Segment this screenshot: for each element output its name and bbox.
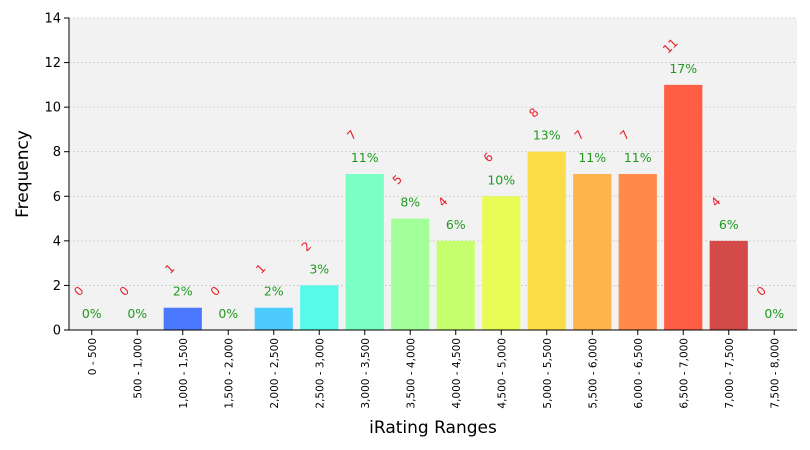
percent-label: 6%: [446, 217, 466, 232]
y-tick-label: 12: [44, 56, 61, 71]
bars: [163, 84, 748, 330]
x-tick-label: 6,500 - 7,000: [678, 338, 690, 409]
x-tick-label: 1,500 - 2,000: [223, 338, 235, 409]
bar: [300, 285, 339, 330]
x-tick-label: 4,500 - 5,000: [496, 338, 508, 409]
bar: [527, 151, 566, 330]
y-tick-label: 2: [53, 279, 61, 294]
y-tick-label: 4: [53, 234, 61, 249]
bar: [436, 240, 475, 330]
bar: [345, 174, 384, 330]
percent-label: 0%: [764, 306, 784, 321]
percent-label: 8%: [400, 195, 420, 210]
y-tick-label: 8: [53, 145, 61, 160]
x-tick-label: 3,000 - 3,500: [360, 338, 372, 409]
percent-label: 2%: [173, 284, 193, 299]
y-tick-label: 10: [44, 101, 61, 116]
percent-label: 0%: [127, 306, 147, 321]
percent-label: 17%: [669, 61, 697, 76]
x-tick-label: 0 - 500: [87, 338, 99, 375]
x-tick-label: 4,000 - 4,500: [451, 338, 463, 409]
x-tick-label: 2,500 - 3,000: [314, 338, 326, 409]
y-axis-ticks: 0 2 4 6 8 10 12 14: [44, 12, 69, 339]
bar: [254, 307, 293, 330]
y-tick-label: 6: [53, 190, 61, 205]
bar: [573, 174, 612, 330]
x-tick-label: 2,000 - 2,500: [269, 338, 281, 409]
percent-label: 13%: [533, 128, 561, 143]
gridlines: [69, 17, 797, 286]
x-tick-label: 6,000 - 6,500: [633, 338, 645, 409]
bar: [618, 174, 657, 330]
x-tick-label: 7,000 - 7,500: [724, 338, 736, 409]
x-axis-ticks: 0 - 500 500 - 1,000 1,000 - 1,500 1,500 - 2…: [87, 330, 781, 409]
percent-label: 0%: [218, 306, 238, 321]
x-axis-title: iRating Ranges: [369, 418, 497, 438]
y-tick-label: 0: [53, 324, 61, 339]
x-tick-label: 3,500 - 4,000: [405, 338, 417, 409]
y-axis-title: Frequency: [13, 130, 33, 218]
bar: [709, 240, 748, 330]
bar: [664, 84, 703, 330]
bar: [391, 218, 430, 330]
percent-label: 11%: [624, 150, 652, 165]
x-tick-label: 5,500 - 6,000: [587, 338, 599, 409]
percent-label: 2%: [264, 284, 284, 299]
percent-label: 10%: [487, 172, 515, 187]
bar: [482, 196, 521, 330]
x-tick-label: 7,500 - 8,000: [769, 338, 781, 409]
percent-label: 6%: [719, 217, 739, 232]
x-tick-label: 500 - 1,000: [132, 338, 144, 399]
x-tick-label: 5,000 - 5,500: [542, 338, 554, 409]
bar: [163, 307, 202, 330]
percent-label: 0%: [82, 306, 102, 321]
y-tick-label: 14: [44, 12, 61, 27]
percent-label: 3%: [309, 261, 329, 276]
x-tick-label: 1,000 - 1,500: [178, 338, 190, 409]
percent-label: 11%: [578, 150, 606, 165]
percent-label: 11%: [351, 150, 379, 165]
